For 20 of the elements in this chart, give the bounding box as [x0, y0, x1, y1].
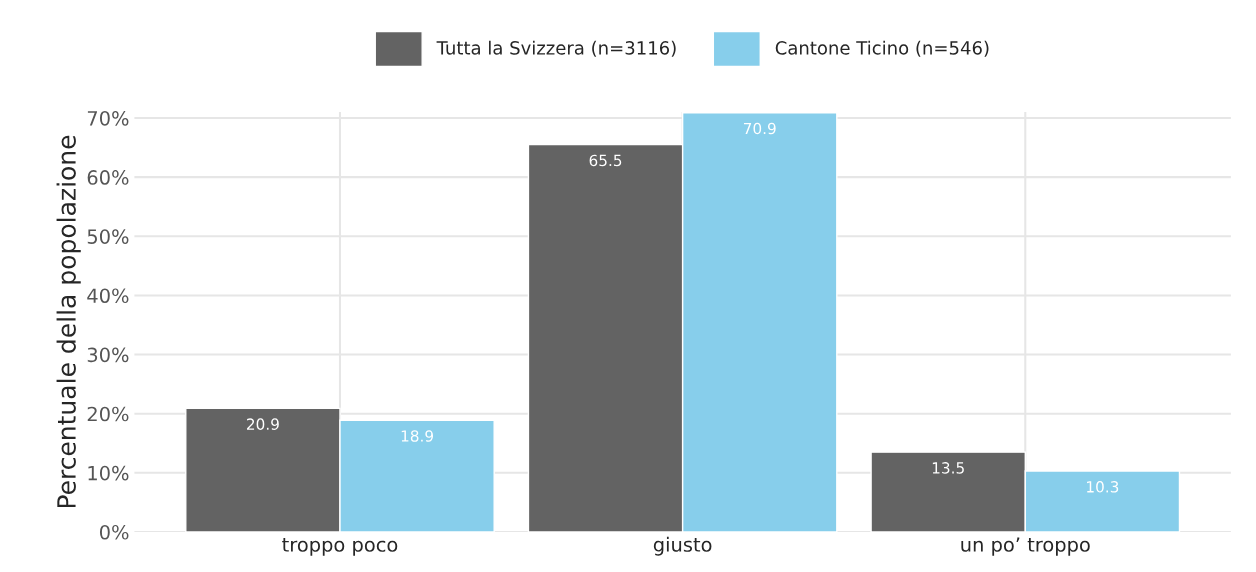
x-tick-label: troppo poco: [282, 537, 398, 556]
x-tick-label: giusto: [653, 536, 712, 556]
y-axis-title: Percentuale della popolazione: [56, 135, 81, 508]
data-label: 13.5: [932, 462, 964, 474]
y-tick-label: 50%: [87, 229, 129, 244]
data-label: 70.9: [743, 122, 776, 135]
y-tick-label: 10%: [88, 465, 129, 481]
y-tick-label: 30%: [87, 347, 129, 363]
data-label: 20.9: [247, 418, 279, 430]
legend-label: Tutta la Svizzera (n=3116): [436, 40, 676, 57]
y-tick-label: 40%: [87, 288, 129, 304]
y-tick-label: 20%: [87, 406, 129, 422]
y-tick-label: 0%: [99, 524, 129, 540]
x-tick-label: un po’ troppo: [961, 537, 1090, 556]
data-label: 18.9: [401, 430, 434, 442]
data-label: 65.5: [589, 154, 622, 167]
y-tick-label: 70%: [87, 110, 129, 126]
data-label: 10.3: [1087, 481, 1119, 493]
legend-label: Cantone Ticino (n=546): [775, 40, 989, 57]
y-tick-label: 60%: [87, 170, 129, 185]
